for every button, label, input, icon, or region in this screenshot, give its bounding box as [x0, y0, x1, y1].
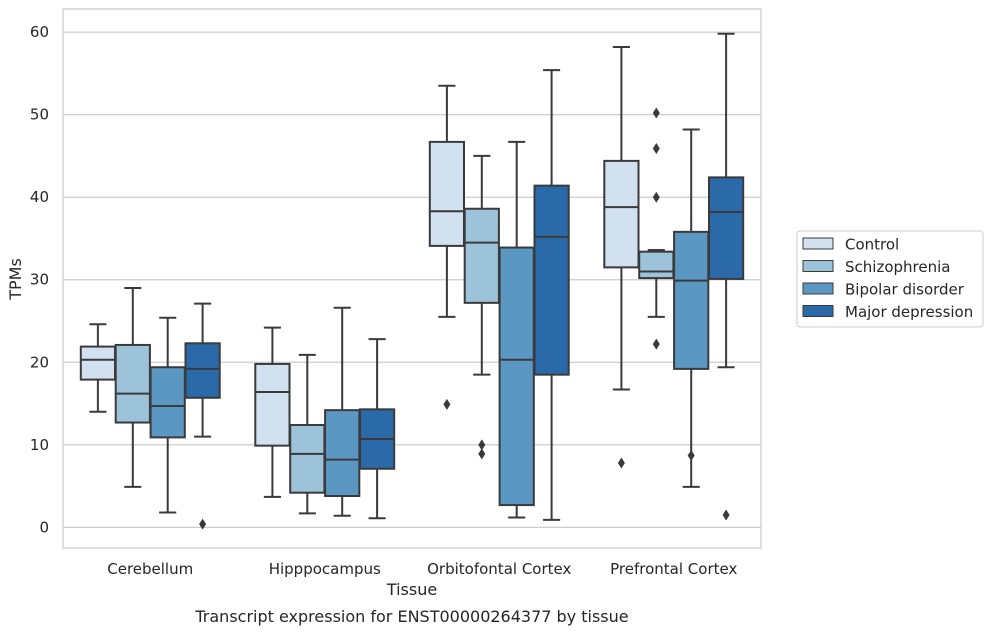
- outlier-point: [617, 457, 625, 469]
- x-tick-label: Cerebellum: [107, 560, 193, 578]
- box: [79, 323, 117, 413]
- legend-frame: [796, 230, 984, 328]
- plot-frame: [62, 8, 762, 549]
- x-tick-label: Orbitofontal Cortex: [427, 560, 571, 578]
- grid-lines: [63, 31, 761, 528]
- outlier-point: [652, 338, 660, 350]
- box: [149, 316, 186, 514]
- iqr-box: [149, 366, 186, 439]
- legend-label: Control: [845, 236, 899, 254]
- y-tick-label: 10: [30, 436, 49, 454]
- legend: Control Schizophrenia Bipolar disorder Majo…: [796, 230, 984, 328]
- box: [707, 32, 745, 521]
- box: [638, 107, 675, 350]
- legend-swatch: [802, 282, 834, 295]
- x-tick-label: Hipppocampus: [269, 560, 381, 578]
- box: [114, 286, 151, 488]
- iqr-box: [463, 207, 500, 304]
- y-tick-label: 0: [39, 518, 49, 536]
- outlier-point: [722, 509, 730, 521]
- iqr-box: [254, 362, 291, 447]
- legend-swatch: [802, 237, 834, 250]
- legend-swatch: [802, 305, 834, 317]
- y-tick-label: 30: [30, 271, 49, 289]
- box: [324, 306, 361, 517]
- iqr-box: [673, 230, 710, 370]
- legend-label: Bipolar disorder: [845, 281, 965, 299]
- outlier-point: [687, 450, 695, 462]
- y-tick-label: 50: [30, 106, 49, 124]
- box: [603, 45, 640, 469]
- iqr-box: [533, 184, 570, 376]
- x-tick-labels: Cerebellum Hipppocampus Orbitofontal Corte…: [107, 560, 737, 578]
- iqr-box: [114, 343, 151, 424]
- box-series: [79, 32, 745, 530]
- series-schizophrenia: [114, 107, 675, 515]
- box: [358, 338, 396, 520]
- box: [428, 84, 466, 410]
- iqr-box: [184, 342, 221, 399]
- outlier-point: [443, 398, 451, 410]
- iqr-box: [79, 345, 117, 381]
- legend-label: Schizophrenia: [845, 258, 950, 276]
- chart-caption: Transcript expression for ENST0000026437…: [194, 607, 628, 626]
- legend-swatch: [802, 260, 834, 272]
- box: [184, 302, 221, 530]
- iqr-box: [289, 424, 326, 494]
- y-tick-label: 60: [30, 23, 49, 41]
- box: [498, 140, 535, 519]
- iqr-box: [428, 140, 466, 247]
- iqr-box: [324, 409, 361, 497]
- box: [463, 154, 500, 460]
- outlier-point: [652, 142, 660, 154]
- y-tick-label: 40: [30, 188, 49, 206]
- box: [673, 128, 710, 488]
- iqr-box: [638, 250, 675, 280]
- box: [254, 326, 291, 498]
- x-axis-label: Tissue: [386, 580, 437, 599]
- box: [533, 69, 570, 521]
- iqr-box: [498, 246, 535, 507]
- y-tick-labels: 0 10 20 30 40 50 60: [30, 23, 49, 536]
- legend-label: Major depression: [845, 303, 973, 321]
- series-bipolar-disorder: [149, 128, 710, 519]
- series-control: [79, 45, 640, 498]
- outlier-point: [199, 518, 207, 530]
- y-axis-label: TPMs: [6, 258, 25, 301]
- iqr-box: [603, 159, 640, 269]
- outlier-point: [652, 191, 660, 203]
- x-tick-label: Prefrontal Cortex: [610, 560, 737, 578]
- box: [289, 353, 326, 515]
- outlier-point: [478, 439, 486, 451]
- series-major-depression: [184, 32, 745, 530]
- iqr-box: [707, 176, 745, 280]
- y-tick-label: 20: [30, 353, 49, 371]
- outlier-point: [478, 448, 486, 460]
- outlier-point: [652, 107, 660, 119]
